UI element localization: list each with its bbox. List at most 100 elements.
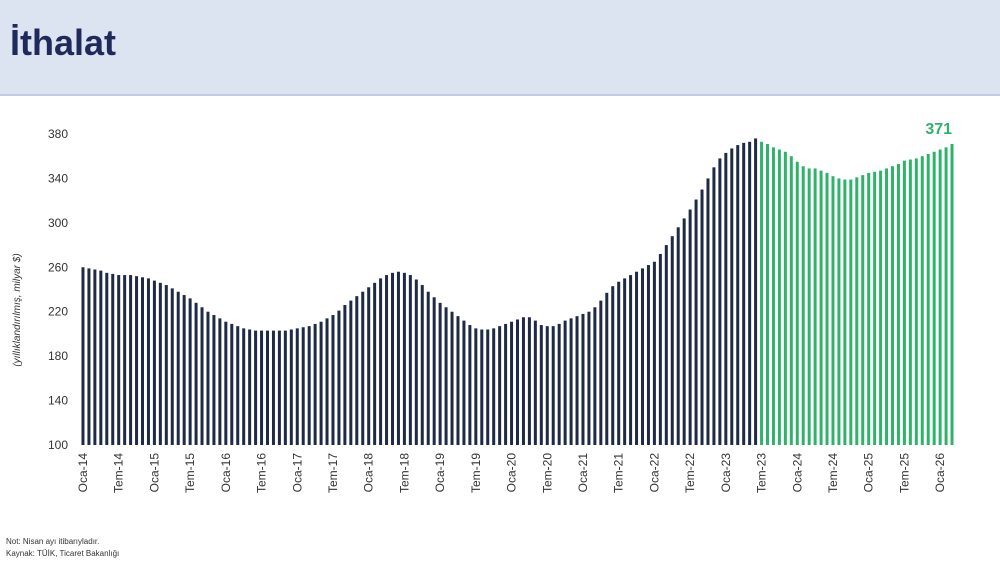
x-tick-label: Oca-22	[647, 453, 661, 493]
bar	[295, 328, 299, 445]
bar	[260, 330, 264, 445]
bar	[885, 168, 889, 446]
bar	[319, 321, 323, 445]
bar	[420, 285, 424, 445]
bar	[623, 278, 627, 445]
bar	[908, 159, 912, 445]
bar	[944, 147, 948, 446]
bar	[754, 138, 758, 445]
bar	[212, 315, 216, 445]
bar	[504, 323, 508, 445]
bar	[718, 158, 722, 445]
y-tick-label: 340	[48, 171, 68, 185]
bar	[498, 326, 502, 445]
bar	[283, 330, 287, 445]
bar	[748, 141, 752, 445]
x-tick-label: Oca-19	[433, 453, 447, 493]
bar	[902, 160, 906, 445]
bar	[575, 316, 579, 445]
bar	[629, 275, 633, 445]
bar	[938, 149, 942, 446]
y-tick-label: 300	[48, 216, 68, 230]
x-tick-label: Tem-19	[469, 453, 483, 493]
x-tick-label: Oca-15	[147, 453, 161, 493]
bar	[462, 320, 466, 445]
bar	[200, 307, 204, 445]
bar	[641, 268, 644, 445]
x-tick-label: Oca-25	[862, 453, 876, 493]
bar	[855, 177, 859, 445]
footnote: Not: Nisan ayı itibarıyladır.	[6, 537, 100, 546]
bar	[891, 166, 894, 446]
bar	[152, 280, 156, 445]
bar	[825, 172, 829, 445]
bar	[81, 267, 85, 445]
bar	[605, 292, 609, 445]
bar	[777, 149, 781, 446]
bar	[468, 325, 472, 445]
bar	[516, 319, 519, 445]
bar	[795, 161, 799, 445]
x-tick-label: Oca-18	[362, 453, 376, 493]
y-tick-label: 180	[48, 349, 68, 363]
y-tick-label: 100	[48, 438, 68, 452]
bar	[873, 171, 877, 445]
bar	[926, 153, 930, 445]
bar	[712, 167, 716, 446]
y-axis-label: (yıllıklandırılmış, milyar $)	[12, 253, 23, 366]
bar	[444, 307, 448, 445]
bar	[349, 300, 353, 445]
bar	[111, 273, 115, 445]
bar	[224, 321, 228, 445]
bar	[920, 156, 924, 445]
bar	[789, 156, 793, 445]
bar	[474, 328, 478, 445]
bar	[652, 261, 656, 445]
x-tick-label: Oca-17	[290, 453, 304, 493]
x-tick-label: Tem-25	[897, 453, 911, 493]
bar	[694, 199, 698, 445]
x-tick-label: Tem-20	[540, 453, 554, 493]
bar	[545, 326, 549, 445]
x-tick-label: Oca-14	[76, 453, 90, 493]
bar	[510, 321, 514, 445]
x-tick-label: Tem-17	[326, 453, 340, 493]
bar	[682, 218, 686, 445]
bar	[932, 151, 936, 445]
bar	[879, 170, 883, 445]
bar	[158, 282, 162, 445]
bar	[706, 178, 710, 445]
y-tick-label: 380	[48, 127, 68, 141]
bar	[849, 179, 853, 445]
bar	[569, 318, 573, 445]
bar	[581, 313, 585, 445]
bar	[664, 245, 668, 445]
x-tick-label: Oca-26	[933, 453, 947, 493]
bar	[164, 285, 168, 445]
bar	[408, 275, 412, 445]
bar	[307, 326, 311, 445]
x-tick-label: Tem-24	[826, 453, 840, 493]
bar	[617, 281, 621, 445]
x-tick-label: Oca-23	[719, 453, 733, 493]
bar	[271, 330, 275, 445]
bar	[670, 236, 674, 445]
bar	[521, 317, 525, 445]
bar	[438, 302, 442, 445]
bar	[396, 271, 400, 445]
x-tick-label: Tem-22	[683, 453, 697, 493]
x-tick-label: Tem-23	[755, 453, 769, 493]
x-tick-label: Tem-15	[183, 453, 197, 493]
bar	[896, 163, 900, 445]
bar	[373, 282, 377, 445]
bar	[450, 311, 454, 445]
bar	[337, 310, 341, 445]
bar	[557, 323, 561, 445]
x-tick-label: Tem-18	[397, 453, 411, 493]
bar	[432, 297, 436, 445]
bar	[379, 278, 383, 445]
bar	[527, 317, 531, 445]
bar	[783, 151, 787, 445]
bar	[123, 275, 127, 445]
